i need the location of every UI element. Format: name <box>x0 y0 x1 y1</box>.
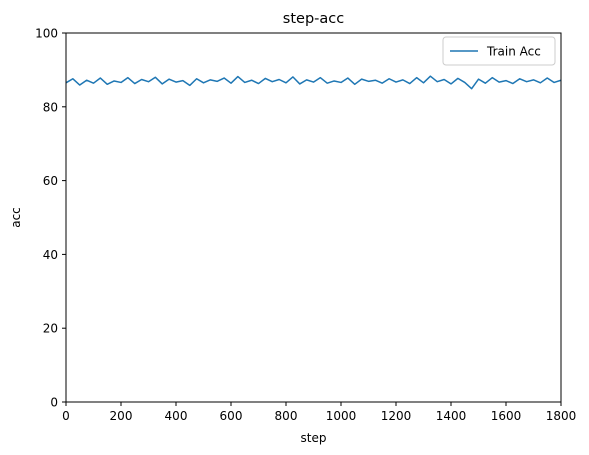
x-tick-label: 800 <box>275 409 298 423</box>
legend: Train Acc <box>442 36 556 66</box>
x-tick-label: 1600 <box>491 409 522 423</box>
y-tick-label: 100 <box>35 27 58 41</box>
x-tick-label: 1800 <box>546 409 577 423</box>
x-tick-label: 400 <box>165 409 188 423</box>
x-tick-label: 1400 <box>436 409 467 423</box>
chart-title: step-acc <box>283 11 344 27</box>
legend-box <box>442 36 556 66</box>
y-tick-label: 20 <box>43 322 58 336</box>
y-tick-label: 60 <box>43 174 58 188</box>
y-tick-label: 40 <box>43 248 58 262</box>
x-tick-label: 1000 <box>326 409 357 423</box>
x-axis-label: step <box>301 431 327 445</box>
y-axis-label: acc <box>9 207 23 228</box>
legend-label: Train Acc <box>486 45 541 59</box>
x-tick-label: 1200 <box>381 409 412 423</box>
axes-frame <box>65 32 562 403</box>
x-tick-label: 200 <box>110 409 133 423</box>
series-line-0 <box>65 75 562 90</box>
axes: 0 200 400 600 800 1000 1200 1400 1600 1800 0 20 40 60… <box>35 27 576 424</box>
x-tick-label: 0 <box>62 409 70 423</box>
x-tick-label: 600 <box>220 409 243 423</box>
y-tick-label: 0 <box>50 396 58 410</box>
plot-area <box>65 75 562 90</box>
y-tick-label: 80 <box>43 100 58 114</box>
